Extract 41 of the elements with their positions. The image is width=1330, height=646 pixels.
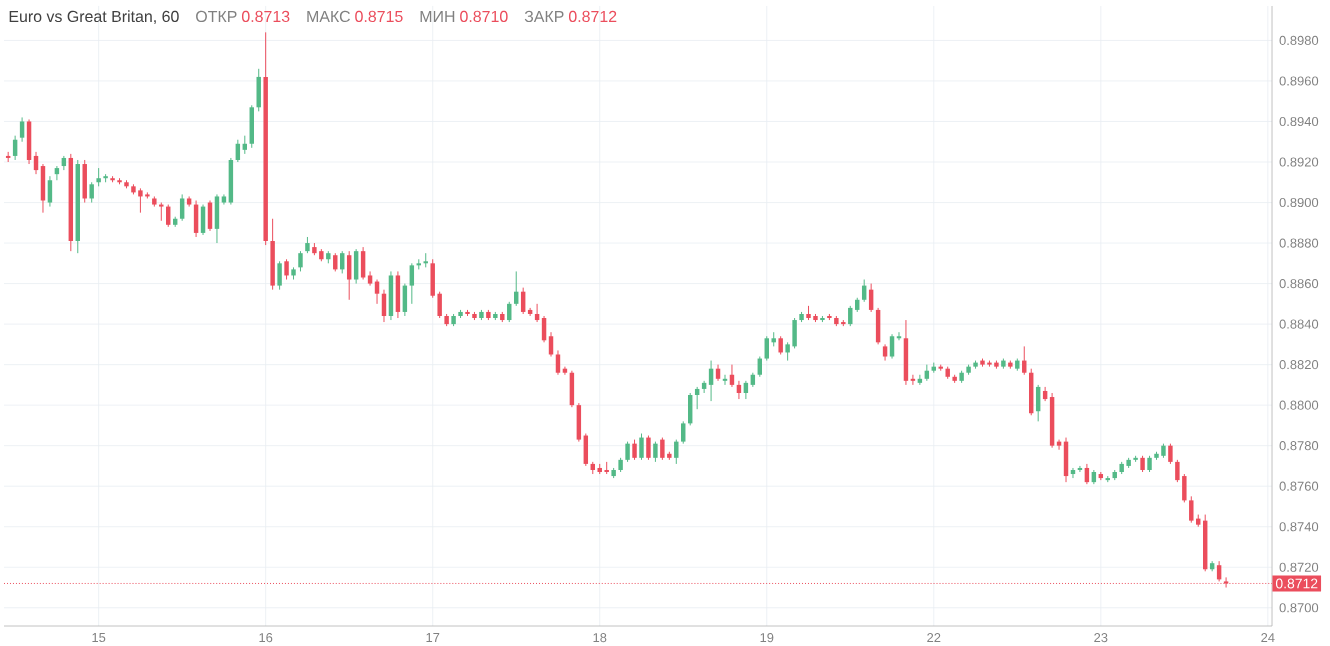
candlestick — [353, 248, 359, 285]
candlestick — [256, 68, 261, 112]
candlestick — [333, 252, 338, 272]
candlestick — [228, 157, 234, 206]
candlestick — [889, 333, 895, 360]
candlestick — [26, 118, 32, 165]
candlestick — [214, 193, 220, 244]
candlestick — [653, 441, 658, 463]
candlestick — [1189, 495, 1194, 524]
candlestick — [284, 258, 289, 281]
candlestick — [639, 433, 644, 461]
candlestick — [138, 187, 143, 214]
candlestick — [395, 270, 401, 319]
candlestick — [764, 335, 769, 362]
candlestick — [555, 349, 561, 376]
candlestick — [848, 305, 853, 327]
candlestick — [47, 175, 53, 208]
candlestick — [179, 193, 185, 222]
candlestick — [40, 163, 46, 214]
candlestick — [778, 335, 783, 355]
candlestick — [277, 260, 282, 291]
candlestick — [96, 167, 101, 187]
candlestick — [646, 435, 651, 461]
candlestick — [19, 116, 25, 143]
candlestick — [360, 246, 366, 281]
candlestick — [346, 250, 352, 301]
candlestick — [1168, 443, 1173, 465]
candlestick — [298, 250, 303, 272]
candlestick — [792, 317, 797, 349]
candlestick — [903, 319, 909, 386]
candlestick — [249, 104, 254, 149]
candlestick — [674, 439, 679, 465]
candlestick — [270, 218, 275, 291]
candlestick — [89, 181, 94, 204]
candlestick — [681, 420, 686, 445]
candlestick — [660, 437, 665, 461]
candlestick — [632, 439, 637, 461]
candlestick — [625, 441, 630, 463]
candlestick — [409, 262, 415, 305]
candlestick — [388, 270, 394, 321]
candlestick — [159, 202, 164, 222]
